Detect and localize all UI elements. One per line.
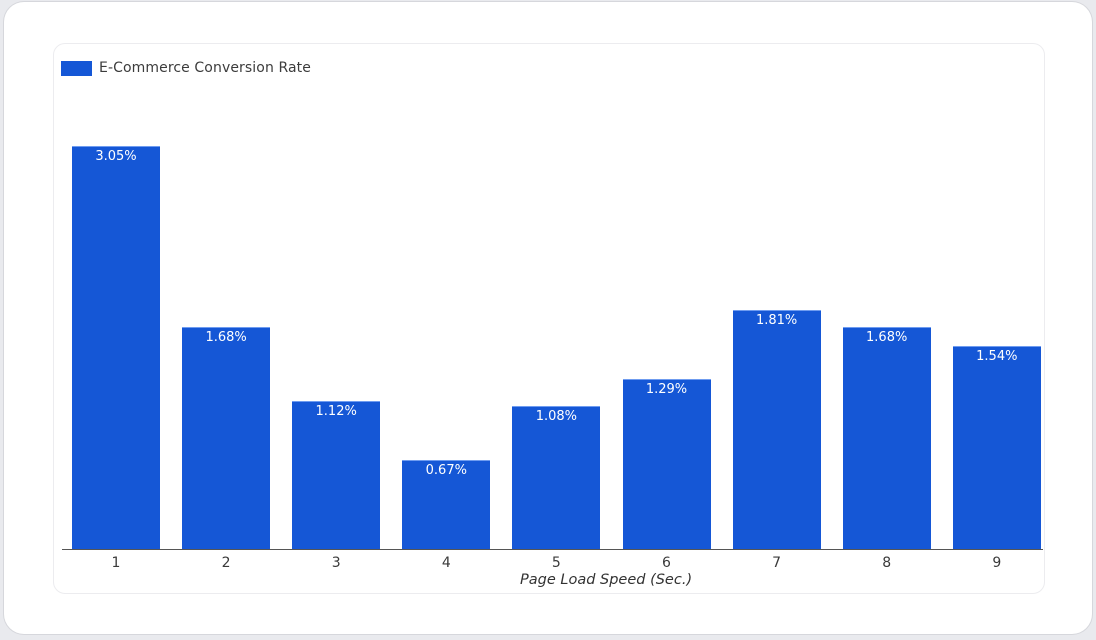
bar-value-label: 1.68% — [866, 330, 908, 345]
x-tick-label: 6 — [662, 555, 671, 571]
bar-6[interactable]: 1.29% — [622, 379, 711, 549]
x-axis-title: Page Load Speed (Sec.) — [520, 572, 1096, 588]
x-axis-title-text: Page Load Speed (Sec.) — [520, 572, 693, 588]
bar-value-label: 1.29% — [645, 382, 688, 397]
bar-value-label: 1.54% — [976, 349, 1018, 364]
x-tick-label: 3 — [331, 555, 341, 571]
x-tick-label: 5 — [551, 555, 561, 571]
bar-2[interactable]: 1.68% — [182, 327, 271, 549]
x-tick-label: 8 — [882, 555, 892, 571]
bar-value-label: 1.12% — [315, 404, 357, 419]
x-axis-line — [62, 549, 1043, 550]
plot-area: 3.05% 1 1.68% 2 1.12% 3 0.67% 4 1.08% 5 1.29% 6 1.81… — [62, 100, 1044, 571]
bar-9[interactable]: 1.54% — [952, 346, 1041, 549]
bar-value-label: 1.08% — [535, 409, 578, 424]
bar-value-label: 0.67% — [425, 463, 467, 478]
x-tick-label: 4 — [441, 555, 451, 571]
x-tick-label: 1 — [111, 555, 121, 571]
legend-label: E-Commerce Conversion Rate — [99, 60, 311, 76]
bar-value-label: 1.81% — [755, 313, 798, 328]
x-tick-label: 2 — [221, 555, 231, 571]
bar-value-label: 1.68% — [205, 330, 247, 345]
bar-5[interactable]: 1.08% — [512, 406, 601, 549]
x-tick-label: 9 — [992, 555, 1002, 571]
legend-swatch — [61, 60, 92, 76]
bar-1[interactable]: 3.05% — [72, 146, 160, 549]
chart-legend: E-Commerce Conversion Rate — [61, 60, 311, 76]
bar-value-label: 3.05% — [95, 149, 137, 164]
bar-3[interactable]: 1.12% — [292, 401, 381, 549]
bar-8[interactable]: 1.68% — [842, 327, 931, 549]
bar-4[interactable]: 0.67% — [402, 460, 491, 549]
bar-7[interactable]: 1.81% — [732, 310, 821, 549]
x-tick-label: 7 — [772, 555, 782, 571]
